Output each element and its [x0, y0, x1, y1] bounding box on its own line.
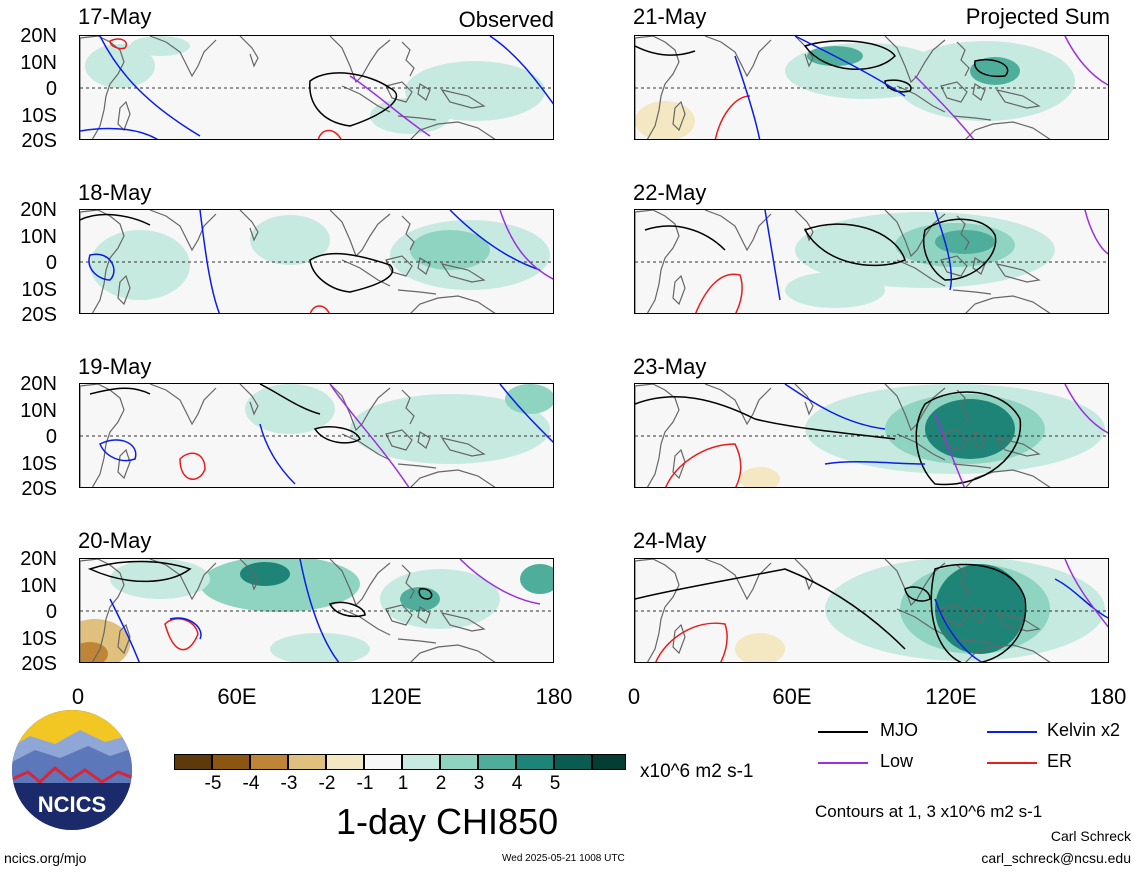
lon-label-right-60e: 60E — [772, 684, 812, 709]
lat-label: 20S — [21, 653, 57, 675]
legend-er-label: ER — [1047, 751, 1073, 771]
lat-label: 20S — [21, 478, 57, 500]
colorbar-swatch — [402, 754, 440, 770]
map-panel-24-may — [634, 558, 1109, 663]
timestamp: Wed 2025-05-21 1008 UTC — [502, 853, 625, 864]
colorbar-units: x10^6 m2 s-1 — [640, 761, 754, 782]
map-panel-21-may — [634, 35, 1109, 140]
lat-label: 20N — [20, 373, 57, 395]
colorbar-swatch — [326, 754, 364, 770]
lat-label: 10S — [21, 279, 57, 301]
panel-date-22-may: 22-May — [633, 180, 707, 205]
lat-label: 10N — [20, 52, 57, 74]
colorbar-tick: -1 — [356, 773, 374, 794]
lon-label-right-180: 180 — [1089, 684, 1127, 709]
colorbar-tick: -3 — [280, 773, 298, 794]
ncics-logo: NCICS — [10, 708, 134, 832]
panel-date-21-may: 21-May — [633, 4, 707, 29]
lat-label: 10N — [20, 400, 57, 422]
colorbar-tick: 5 — [549, 773, 561, 794]
lon-label-right-120e: 120E — [925, 684, 977, 709]
map-panel-20-may — [79, 558, 554, 663]
lat-label: 20N — [20, 548, 57, 570]
ncics-logo-text: NCICS — [38, 792, 106, 817]
colorbar-swatch — [212, 754, 250, 770]
map-panel-22-may — [634, 209, 1109, 314]
panel-date-23-may: 23-May — [633, 354, 707, 379]
lon-label-right-0: 0 — [627, 684, 641, 709]
contours-note: Contours at 1, 3 x10^6 m2 s-1 — [815, 802, 1043, 821]
lat-label: 10N — [20, 575, 57, 597]
colorbar-title: 1-day CHI850 — [336, 801, 559, 842]
legend-mjo-line — [818, 731, 868, 733]
author-name: Carl Schreck — [1050, 828, 1131, 844]
website-link[interactable]: ncics.org/mjo — [4, 850, 87, 866]
lat-label: 0 — [45, 252, 57, 274]
colorbar-swatch — [250, 754, 288, 770]
lon-label-left-180: 180 — [535, 684, 573, 709]
legend-low-label: Low — [880, 751, 914, 771]
lon-label-left-120e: 120E — [370, 684, 422, 709]
panel-date-24-may: 24-May — [633, 528, 707, 553]
panel-date-17-may: 17-May — [78, 4, 152, 29]
lat-label: 20N — [20, 199, 57, 221]
lon-label-left-0: 0 — [71, 684, 85, 709]
colorbar-tick: 1 — [397, 773, 409, 794]
map-panel-18-may — [79, 209, 554, 314]
colorbar-tick: 4 — [511, 773, 523, 794]
colorbar-tick: 2 — [435, 773, 447, 794]
colorbar-tick: -4 — [242, 773, 260, 794]
lat-label: 10S — [21, 628, 57, 650]
colorbar-swatch — [288, 754, 326, 770]
lat-label: 20S — [21, 130, 57, 152]
colorbar-swatch — [478, 754, 516, 770]
colorbar-tick: -2 — [318, 773, 336, 794]
panel-date-18-may: 18-May — [78, 180, 152, 205]
observed-label: Observed — [458, 7, 554, 32]
legend-er-line — [987, 762, 1037, 764]
colorbar-swatch — [364, 754, 402, 770]
colorbar-swatch — [516, 754, 554, 770]
legend-kelvin-line — [987, 731, 1037, 733]
lat-label: 0 — [45, 78, 57, 100]
panel-date-19-may: 19-May — [78, 354, 152, 379]
legend-low-line — [818, 762, 868, 764]
lat-label: 10N — [20, 226, 57, 248]
panel-date-20-may: 20-May — [78, 528, 152, 553]
projected-sum-label: Projected Sum — [965, 4, 1110, 29]
lat-label: 0 — [45, 426, 57, 448]
legend-mjo-label: MJO — [880, 720, 918, 740]
map-panel-23-may — [634, 383, 1109, 488]
colorbar-tick: -5 — [204, 773, 222, 794]
lat-label: 10S — [21, 105, 57, 127]
author-email[interactable]: carl_schreck@ncsu.edu — [981, 850, 1131, 866]
lat-label: 0 — [45, 601, 57, 623]
colorbar-swatch — [554, 754, 592, 770]
lat-label: 20S — [21, 304, 57, 326]
lat-label: 10S — [21, 453, 57, 475]
map-panel-17-may — [79, 35, 554, 140]
colorbar-swatch — [174, 754, 212, 770]
colorbar-swatch — [592, 754, 626, 770]
colorbar-swatch — [440, 754, 478, 770]
colorbar-tick: 3 — [473, 773, 485, 794]
lat-label: 20N — [20, 25, 57, 47]
legend-kelvin-label: Kelvin x2 — [1047, 720, 1121, 740]
map-panel-19-may — [79, 383, 554, 488]
lon-label-left-60e: 60E — [217, 684, 257, 709]
